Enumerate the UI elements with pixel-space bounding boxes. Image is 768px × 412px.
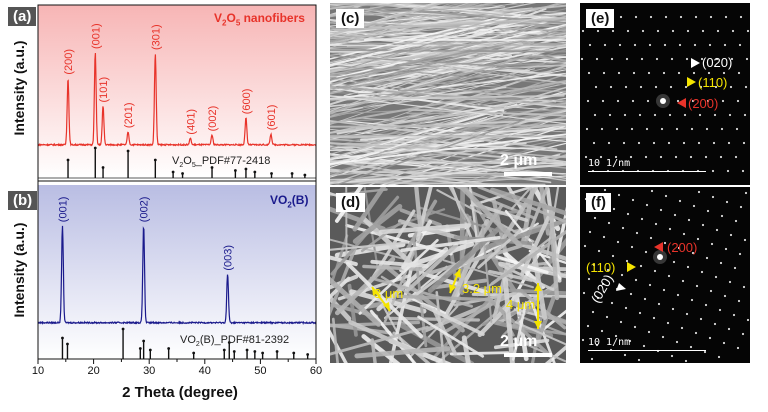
x-tick-label: 20 xyxy=(87,365,100,377)
panel-c-scale-label: 2 μm xyxy=(500,152,538,169)
peak-label: (301) xyxy=(150,24,162,50)
panel-d-scale-label: 2 μm xyxy=(500,333,538,350)
x-tick-label: 40 xyxy=(198,365,211,377)
reference-dot xyxy=(232,350,236,353)
xrd-pattern-line-a xyxy=(37,52,317,147)
panel-b-chart: (001) (002) (003) xyxy=(37,197,317,360)
measure-label-2: 3.2 μm xyxy=(462,281,503,296)
x-tick-label: 60 xyxy=(309,365,323,377)
panel-f-scale-label: 10 1/nm xyxy=(588,337,631,348)
peak-label: (201) xyxy=(123,102,135,128)
reference-dot xyxy=(292,351,296,355)
panel-e-scale-label: 10 1/nm xyxy=(588,158,631,169)
reference-dot xyxy=(126,149,130,153)
x-tick-label: 50 xyxy=(254,365,267,377)
panel-e-label-020: (020) xyxy=(702,55,733,70)
measure-label-1: 3 μm xyxy=(374,286,404,301)
reference-dot xyxy=(261,351,265,355)
sem-image-c xyxy=(330,3,566,185)
panel-e-scale-bar xyxy=(588,171,706,172)
peak-label: (401) xyxy=(185,109,197,135)
panel-e-label-200: (200) xyxy=(688,96,719,111)
panel-b-background xyxy=(38,185,316,359)
white-triangle-marker-icon xyxy=(616,283,626,291)
peak-label: (101) xyxy=(98,77,110,103)
panel-f-label-200: (200) xyxy=(667,240,698,255)
red-triangle-marker-icon xyxy=(677,98,686,108)
reference-dot xyxy=(275,350,279,353)
white-triangle-marker-icon xyxy=(691,58,700,68)
panel-b-reference: VO2(B)_PDF#81-2392 xyxy=(180,334,290,349)
peak-label: (001) xyxy=(90,23,102,49)
red-triangle-marker-icon xyxy=(654,242,663,252)
peak-label: (003) xyxy=(223,245,235,271)
reference-dot xyxy=(66,342,69,346)
reference-dot xyxy=(290,172,294,175)
reference-dot xyxy=(192,351,196,355)
measure-label-3: 4 μm xyxy=(506,297,536,312)
panel-d-measure-arrows xyxy=(371,268,542,329)
reference-dot xyxy=(153,158,157,162)
reference-dot xyxy=(222,348,226,352)
panel-d-scale-bar xyxy=(504,353,552,357)
reference-dot xyxy=(244,167,248,171)
panel-label-f: (f) xyxy=(586,193,611,212)
peak-label: (002) xyxy=(207,106,219,132)
reference-dot xyxy=(233,169,237,172)
reference-dot xyxy=(210,166,214,169)
peak-label: (601) xyxy=(266,105,278,131)
panel-a-ylabel: Intensity (a.u.) xyxy=(11,40,27,136)
panel-a-background xyxy=(38,5,316,178)
panel-b-title: VO2(B) xyxy=(270,193,309,210)
reference-dot xyxy=(148,348,152,352)
reference-dot xyxy=(138,347,142,350)
panel-a-reference: V2O5_PDF#77-2418 xyxy=(172,155,271,170)
reference-dot xyxy=(101,166,105,169)
reference-dot xyxy=(270,172,273,175)
peak-label: (001) xyxy=(57,197,69,223)
reference-dot xyxy=(306,353,310,356)
reference-dot xyxy=(142,339,146,343)
panel-b-ylabel: Intensity (a.u.) xyxy=(11,222,27,318)
peak-label: (200) xyxy=(63,49,75,75)
reference-dot xyxy=(61,336,64,340)
yellow-triangle-marker-icon xyxy=(627,262,636,272)
panel-label-b: (b) xyxy=(8,191,38,210)
panel-f-markers xyxy=(616,242,663,291)
reference-dot xyxy=(303,173,307,177)
panel-e-label-110: (110) xyxy=(698,75,728,90)
x-tick-label: 10 xyxy=(31,365,45,377)
reference-dot xyxy=(253,170,257,174)
saed-pattern-e xyxy=(580,3,750,185)
saed-pattern-f xyxy=(580,187,750,363)
reference-dot xyxy=(66,158,70,162)
panel-label-a: (a) xyxy=(8,7,37,26)
reference-dot xyxy=(227,341,231,344)
yellow-triangle-marker-icon xyxy=(687,77,696,87)
panel-a-title: V2O5 nanofibers xyxy=(214,11,305,28)
x-tick-label: 30 xyxy=(143,365,156,377)
xrd-plots: (200) (001) (101) (201) (301) (401) (002) (600)… xyxy=(37,4,317,364)
reference-dot xyxy=(253,350,257,353)
xrd-pattern-line-b xyxy=(37,225,317,326)
peak-label: (600) xyxy=(241,89,253,115)
panel-label-d: (d) xyxy=(336,193,366,212)
panel-e-markers xyxy=(677,58,700,108)
peak-label: (002) xyxy=(139,197,151,223)
reference-dot xyxy=(245,348,249,352)
panel-label-e: (e) xyxy=(586,9,615,28)
reference-dot xyxy=(93,146,97,150)
panel-f-label-110: (110) xyxy=(586,260,616,275)
reference-dot xyxy=(171,170,175,174)
reference-dot xyxy=(121,327,125,331)
panel-c-scale-bar xyxy=(504,172,552,176)
sem-image-d xyxy=(330,187,566,363)
reference-dot xyxy=(167,347,171,350)
panel-f-scale-bar xyxy=(588,350,706,351)
x-axis-ticks xyxy=(37,359,317,364)
panel-a-chart: (200) (001) (101) (201) (301) (401) (002) (600)… xyxy=(37,23,317,179)
panel-label-c: (c) xyxy=(336,9,365,28)
reference-dot xyxy=(181,172,184,175)
x-axis-title: 2 Theta (degree) xyxy=(122,384,238,401)
